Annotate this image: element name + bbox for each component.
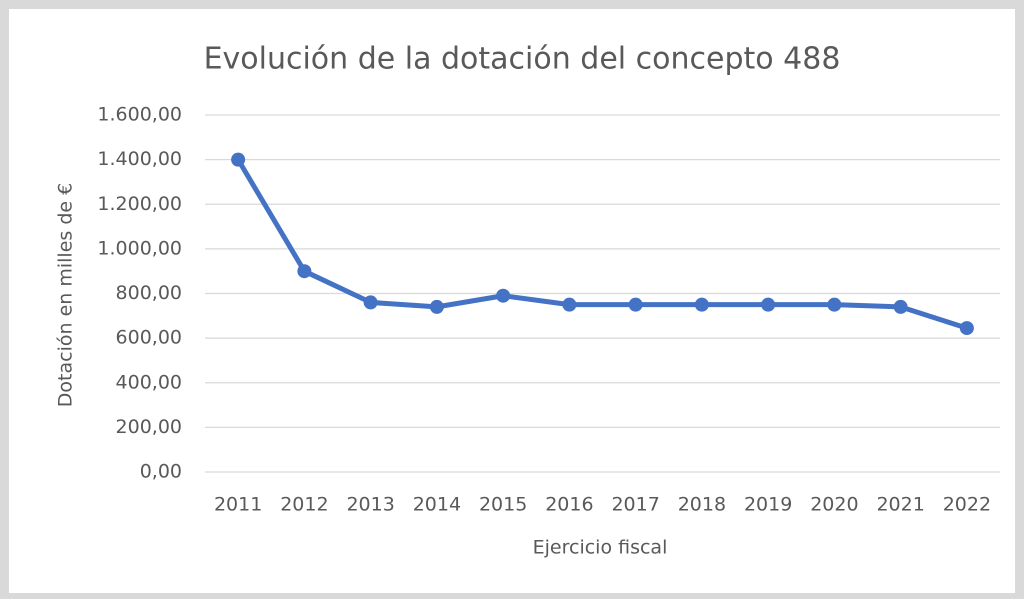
marker: [429, 299, 444, 314]
marker: [694, 297, 709, 312]
chart-area: [9, 9, 1015, 593]
x-tick-label: 2015: [479, 494, 527, 516]
y-tick-label: 400,00: [116, 371, 182, 393]
marker: [628, 297, 643, 312]
marker: [893, 299, 908, 314]
y-tick-label: 1.400,00: [97, 148, 182, 170]
marker: [761, 297, 776, 312]
marker: [562, 297, 577, 312]
x-tick-label: 2016: [545, 494, 593, 516]
x-tick-label: 2019: [744, 494, 792, 516]
marker: [297, 264, 312, 279]
chart-title: Evolución de la dotación del concepto 48…: [204, 42, 841, 77]
x-tick-label: 2014: [413, 494, 461, 516]
marker: [496, 288, 511, 303]
x-axis-label: Ejercicio fiscal: [533, 537, 668, 559]
y-tick-label: 0,00: [140, 461, 182, 483]
x-tick-label: 2017: [611, 494, 659, 516]
y-tick-label: 800,00: [116, 282, 182, 304]
x-tick-label: 2013: [346, 494, 394, 516]
y-tick-label: 1.000,00: [97, 237, 182, 259]
y-tick-label: 600,00: [116, 327, 182, 349]
x-tick-label: 2022: [943, 494, 991, 516]
marker: [959, 321, 974, 336]
line: [235, 158, 968, 331]
marker: [231, 152, 246, 167]
x-tick-label: 2021: [876, 494, 924, 516]
x-tick-label: 2020: [810, 494, 858, 516]
y-tick-label: 1.600,00: [97, 104, 182, 126]
x-tick-label: 2011: [214, 494, 262, 516]
x-tick-label: 2012: [280, 494, 328, 516]
y-tick-label: 1.200,00: [97, 193, 182, 215]
y-axis-label: Dotación en milles de €: [55, 183, 77, 407]
marker: [363, 295, 378, 310]
marker: [827, 297, 842, 312]
x-tick-label: 2018: [678, 494, 726, 516]
y-tick-label: 200,00: [116, 416, 182, 438]
